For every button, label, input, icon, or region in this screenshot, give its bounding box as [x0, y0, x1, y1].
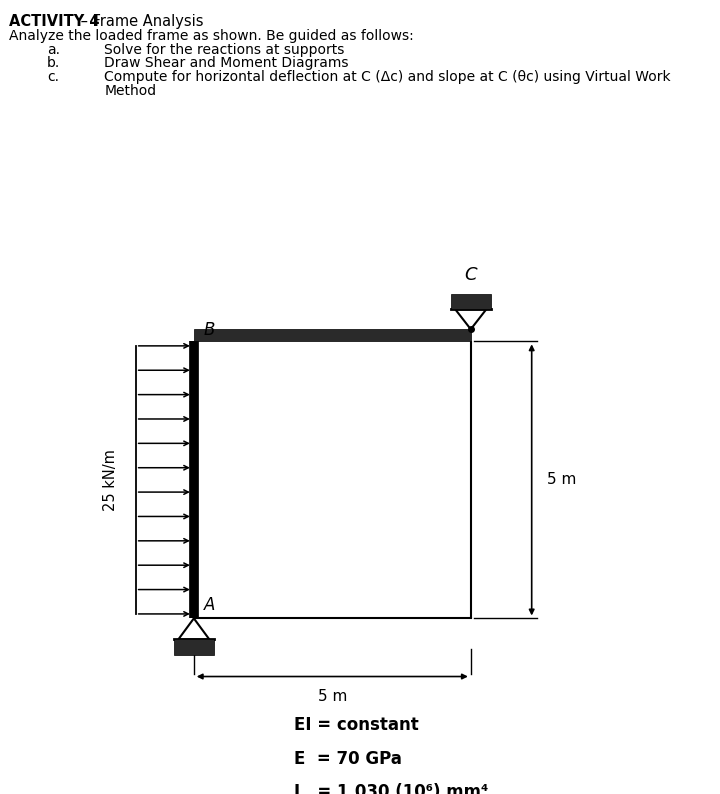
Text: c.: c. — [47, 70, 59, 84]
Text: – Frame Analysis: – Frame Analysis — [76, 14, 203, 29]
Text: C: C — [464, 266, 477, 283]
Polygon shape — [194, 330, 471, 341]
Text: ACTIVITY 4: ACTIVITY 4 — [9, 14, 99, 29]
Polygon shape — [451, 294, 491, 310]
Polygon shape — [174, 639, 214, 655]
Polygon shape — [455, 310, 486, 330]
Text: Draw Shear and Moment Diagrams: Draw Shear and Moment Diagrams — [104, 56, 349, 71]
Text: 5 m: 5 m — [547, 472, 577, 488]
Text: Solve for the reactions at supports: Solve for the reactions at supports — [104, 43, 345, 57]
Polygon shape — [179, 619, 210, 639]
Text: 25 kN/m: 25 kN/m — [103, 449, 118, 511]
Text: b.: b. — [47, 56, 60, 71]
Text: E  = 70 GPa: E = 70 GPa — [294, 750, 402, 768]
Text: I   = 1,030 (10⁶) mm⁴: I = 1,030 (10⁶) mm⁴ — [294, 783, 488, 794]
Text: 5 m: 5 m — [318, 688, 347, 703]
Text: Compute for horizontal deflection at C (Δc) and slope at C (θc) using Virtual Wo: Compute for horizontal deflection at C (… — [104, 70, 671, 84]
Text: A: A — [204, 596, 215, 614]
Text: a.: a. — [47, 43, 60, 57]
Text: B: B — [204, 321, 215, 339]
Text: Analyze the loaded frame as shown. Be guided as follows:: Analyze the loaded frame as shown. Be gu… — [9, 29, 413, 43]
Text: Method: Method — [104, 84, 156, 98]
Text: EI = constant: EI = constant — [294, 716, 418, 734]
